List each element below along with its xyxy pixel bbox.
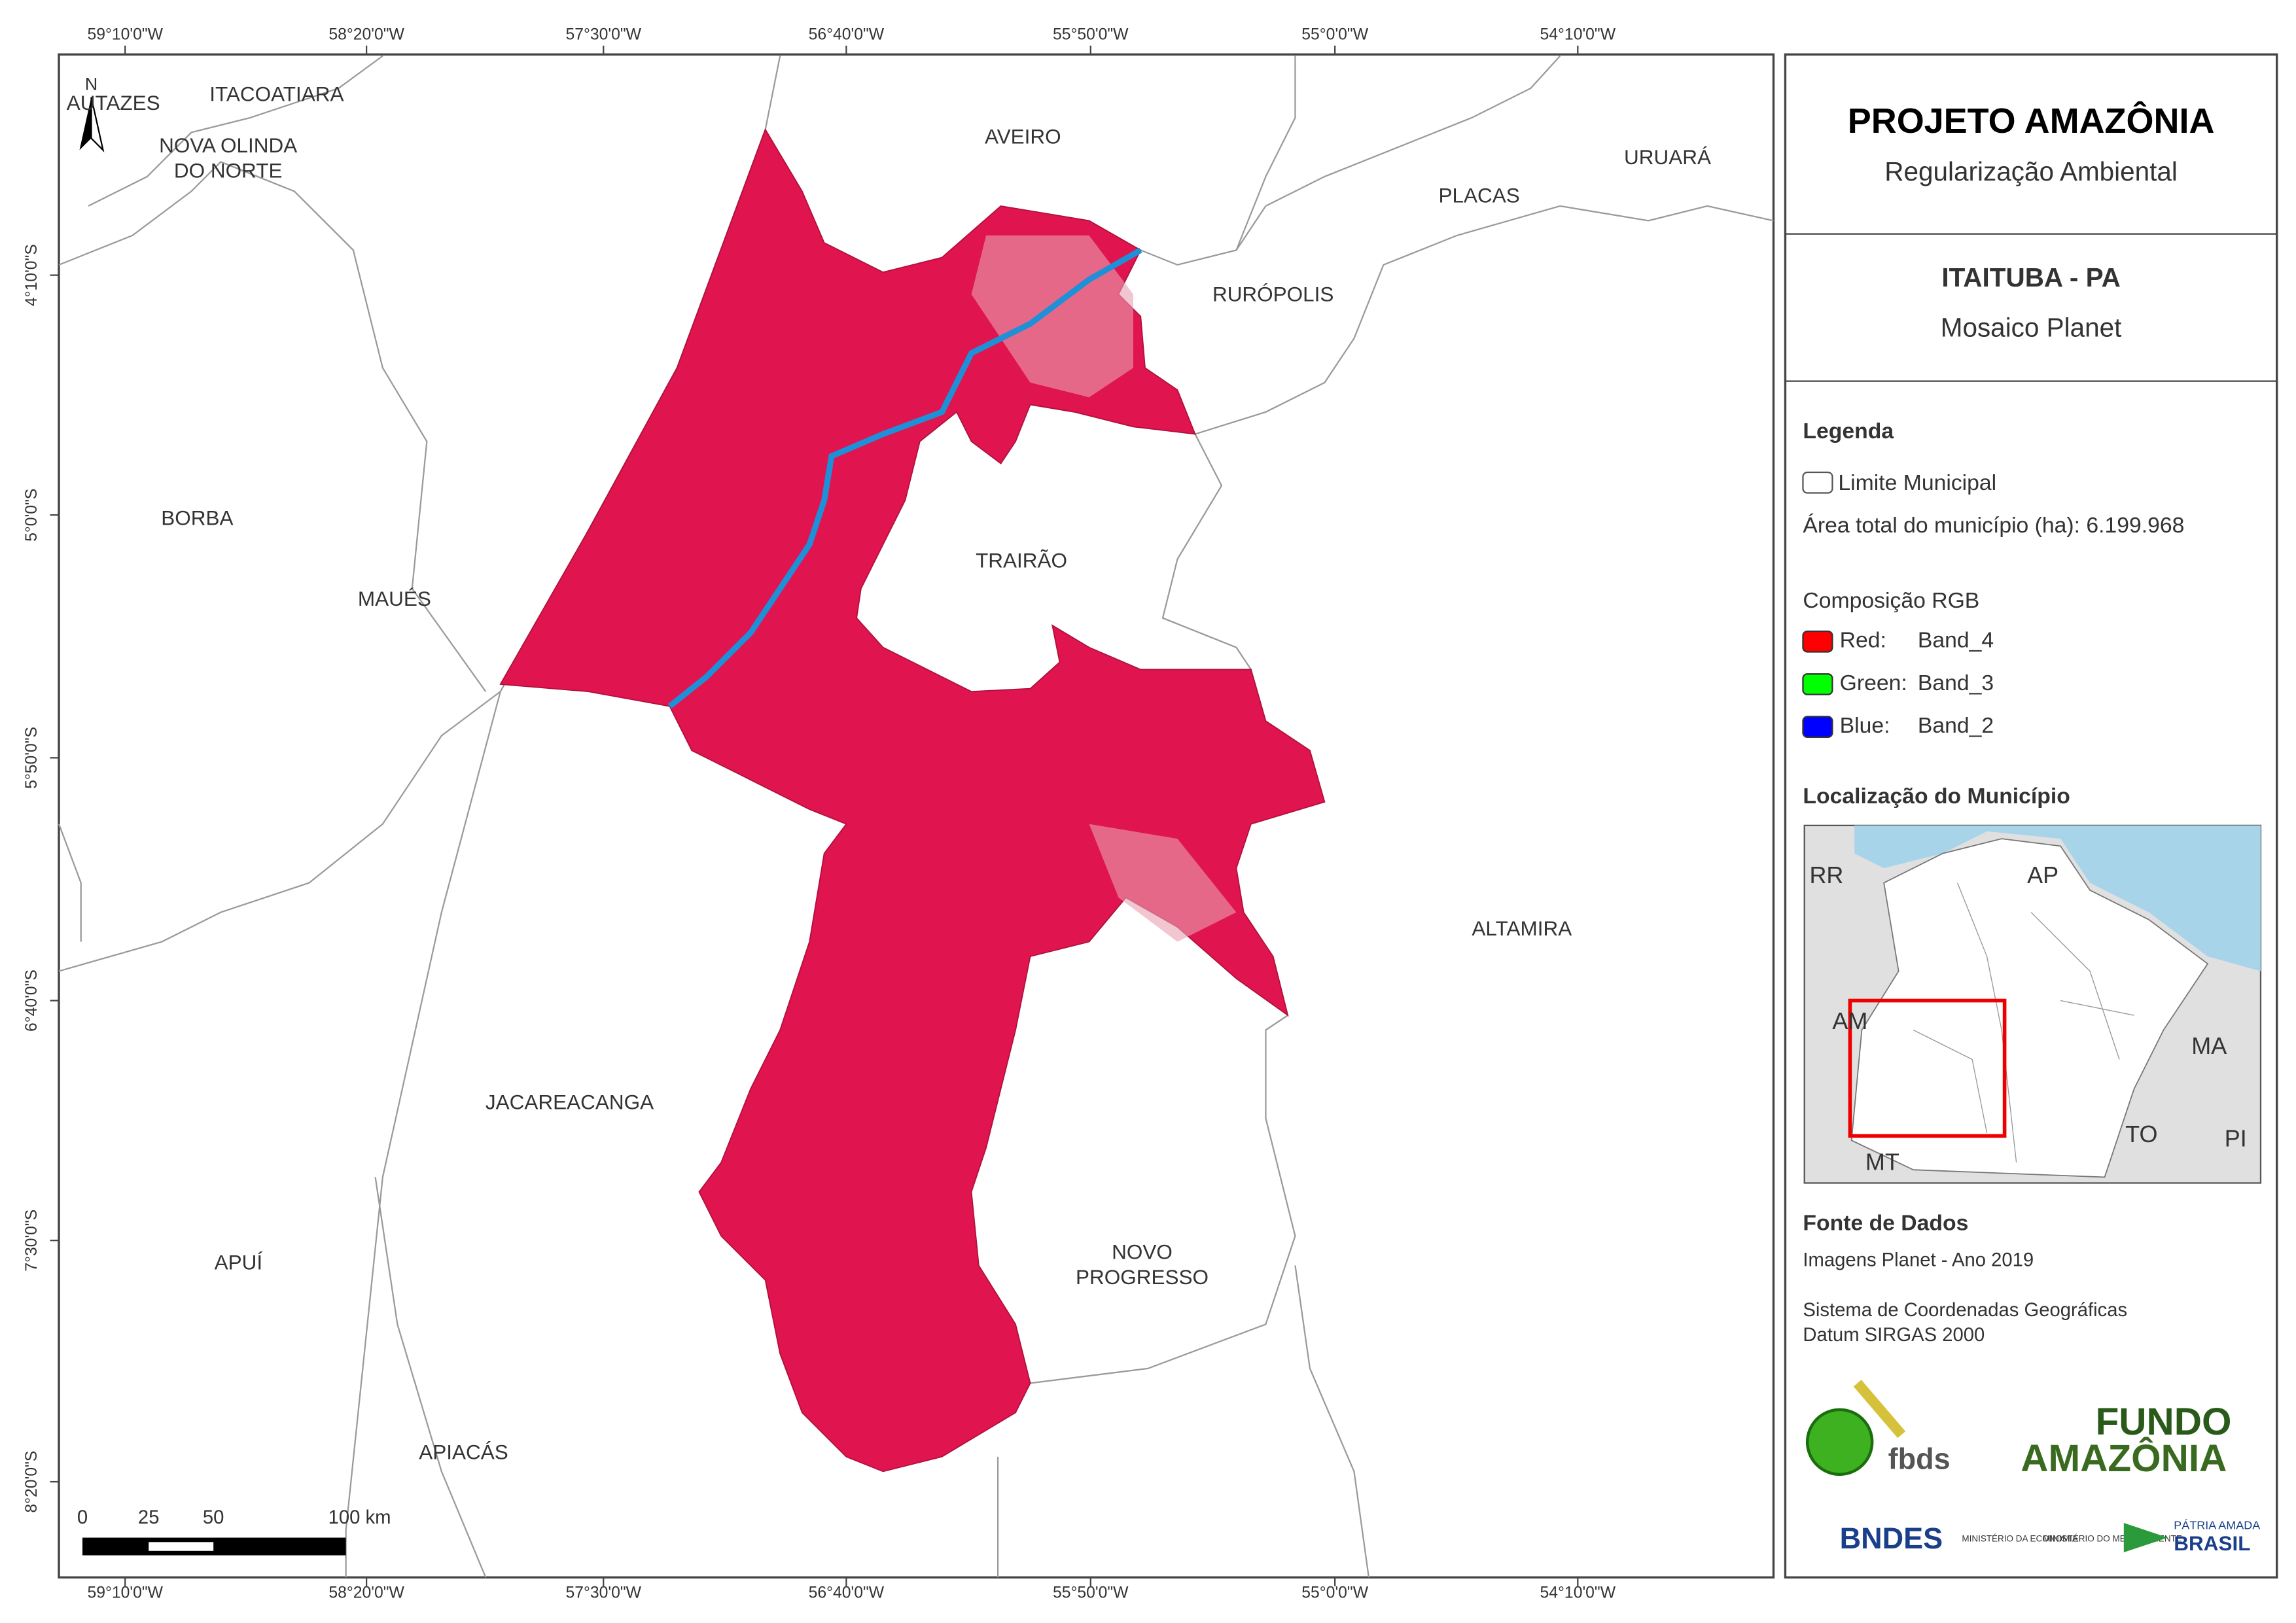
logo-amazonia: AMAZÔNIA — [2021, 1436, 2227, 1480]
municipal-boundaries — [58, 55, 1774, 1578]
logos: fbds FUNDO AMAZÔNIA BNDES MINISTÉRIO DA … — [1805, 1380, 2260, 1555]
location-title: Localização do Município — [1803, 784, 2070, 809]
logo-fundo: FUNDO — [2096, 1401, 2232, 1443]
bottom-coord: 55°0'0"W — [1301, 1584, 1368, 1602]
band-label: Green: — [1840, 671, 1907, 695]
place-label: BORBA — [161, 506, 233, 529]
place-label: AUTAZES — [67, 91, 160, 114]
sources-title: Fonte de Dados — [1803, 1210, 1968, 1235]
logo-brasil: BRASIL — [2174, 1531, 2250, 1555]
bottom-coord: 57°30'0"W — [565, 1584, 641, 1602]
scale-label: 100 km — [328, 1507, 391, 1528]
top-coord: 55°0'0"W — [1301, 26, 1368, 44]
band-name: Band_4 — [1918, 628, 1994, 653]
place-label: MAUÉS — [358, 587, 431, 610]
place-label: APUÍ — [215, 1250, 263, 1274]
place-label: RURÓPOLIS — [1212, 282, 1333, 305]
north-label: N — [85, 75, 98, 94]
place-label: DO NORTE — [174, 158, 283, 182]
left-coord: 5°50'0"S — [23, 727, 41, 789]
bottom-coord: 56°40'0"W — [809, 1584, 885, 1602]
inset-label: MA — [2191, 1032, 2227, 1059]
inset-label: AM — [1832, 1007, 1867, 1034]
top-coord: 54°10'0"W — [1540, 26, 1616, 44]
place-label: NOVA OLINDA — [159, 133, 297, 157]
bottom-coord: 55°50'0"W — [1053, 1584, 1129, 1602]
band-name: Band_2 — [1918, 713, 1994, 738]
place-label: ITACOATIARA — [209, 82, 344, 106]
location-inset — [1803, 824, 2262, 1184]
left-coord: 4°10'0"S — [23, 244, 41, 306]
inset-label: AP — [2027, 862, 2058, 888]
place-label: TRAIRÃO — [976, 549, 1067, 572]
place-label: PLACAS — [1438, 184, 1519, 207]
rgb-title: Composição RGB — [1803, 588, 1979, 613]
band-label: Blue: — [1840, 713, 1890, 738]
bottom-coord: 58°20'0"W — [328, 1584, 404, 1602]
place-label: PROGRESSO — [1076, 1265, 1209, 1289]
bottom-coord: 59°10'0"W — [87, 1584, 163, 1602]
legend-title: Legenda — [1803, 419, 1894, 444]
source-line: Datum SIRGAS 2000 — [1803, 1325, 1985, 1346]
place-label: NOVO — [1112, 1240, 1173, 1264]
inset-label: MT — [1865, 1149, 1899, 1176]
left-coord: 6°40'0"S — [23, 969, 41, 1032]
tapajos-river — [667, 247, 1142, 709]
scale-bar — [82, 1537, 346, 1556]
boundary-swatch — [1802, 471, 1833, 494]
top-coord: 55°50'0"W — [1053, 26, 1129, 44]
side-panel — [1784, 53, 2278, 1579]
band-label: Red: — [1840, 628, 1886, 653]
logo-fbds: fbds — [1888, 1442, 1951, 1475]
top-coord: 56°40'0"W — [809, 26, 885, 44]
scale-label: 0 — [77, 1507, 88, 1528]
left-coord: 7°30'0"S — [23, 1210, 41, 1272]
logo-ministry: MINISTÉRIO DA ECONOMIA — [1962, 1533, 2078, 1543]
mosaic: Mosaico Planet — [1941, 313, 2122, 343]
band-swatch — [1802, 716, 1833, 739]
left-coord: 8°20'0"S — [23, 1451, 41, 1513]
inset-label: PI — [2225, 1125, 2247, 1152]
source-line: Imagens Planet - Ano 2019 — [1803, 1249, 2034, 1270]
top-coord: 58°20'0"W — [328, 26, 404, 44]
scale-label: 50 — [203, 1507, 224, 1528]
band-swatch — [1802, 630, 1833, 653]
place-label: JACAREACANGA — [486, 1090, 654, 1113]
band-name: Band_3 — [1918, 671, 1994, 695]
area-text: Área total do município (ha): 6.199.968 — [1803, 513, 2184, 538]
place-label: ALTAMIRA — [1472, 916, 1572, 940]
place-label: AVEIRO — [985, 125, 1061, 148]
logo-bndes: BNDES — [1840, 1522, 1943, 1555]
inset-label: RR — [1809, 862, 1843, 888]
panel-title: PROJETO AMAZÔNIA — [1848, 101, 2215, 141]
bottom-coord: 54°10'0"W — [1540, 1584, 1616, 1602]
logo-patria: PÁTRIA AMADA — [2174, 1518, 2260, 1531]
band-swatch — [1802, 673, 1833, 695]
panel-subtitle: Regularização Ambiental — [1884, 156, 2178, 186]
left-coord: 5°0'0"S — [23, 489, 41, 542]
boundary-label: Limite Municipal — [1838, 470, 1996, 495]
inset-label: TO — [2125, 1121, 2157, 1147]
place-label: URUARÁ — [1624, 145, 1711, 169]
top-coord: 57°30'0"W — [565, 26, 641, 44]
scale-label: 25 — [138, 1507, 160, 1528]
municipality: ITAITUBA - PA — [1941, 262, 2121, 292]
source-line: Sistema de Coordenadas Geográficas — [1803, 1300, 2127, 1321]
deforested-area — [971, 235, 1237, 942]
itaituba-mosaic — [499, 128, 1326, 1473]
north-arrow: N — [79, 75, 105, 152]
place-label: APIACÁS — [419, 1440, 508, 1464]
top-coord: 59°10'0"W — [87, 26, 163, 44]
